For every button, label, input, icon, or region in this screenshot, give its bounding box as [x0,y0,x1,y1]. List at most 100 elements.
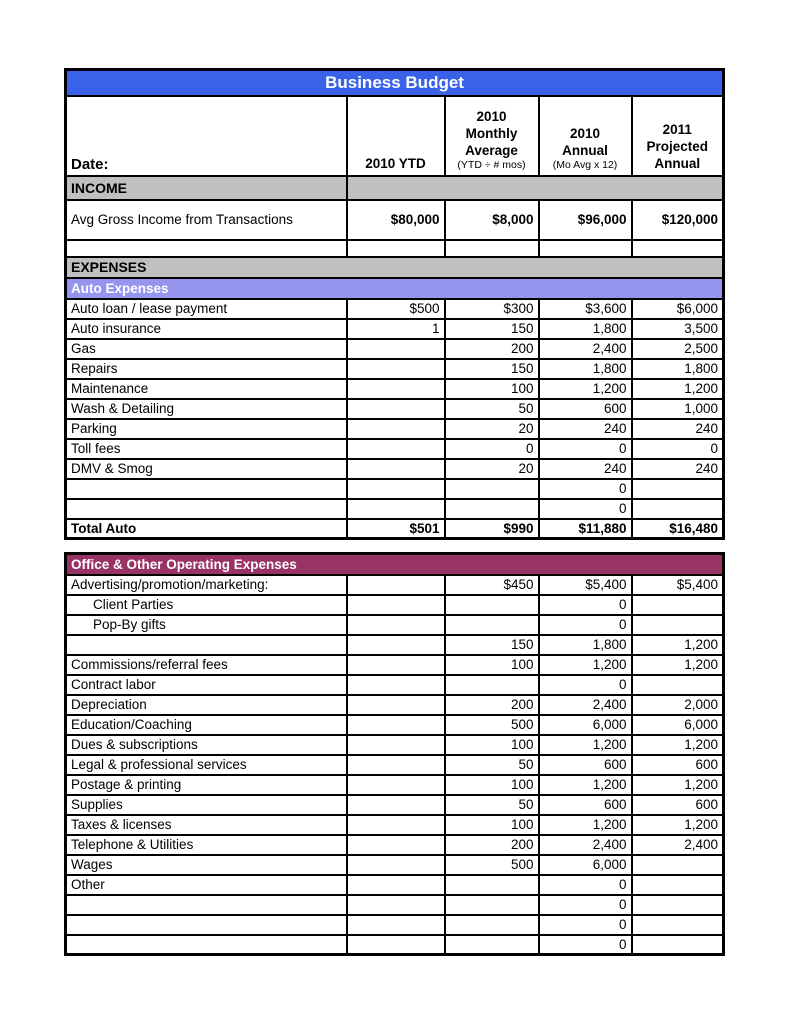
auto-expense-row-value: 150 [443,357,540,380]
office-expense-row-label: Commissions/referral fees [64,653,348,676]
office-expense-row-value: 1,200 [537,813,633,836]
auto-expense-row-label: Parking [64,417,348,440]
auto-expense-row-value: $16,480 [630,517,725,540]
auto-expense-row: Repairs 150 1,800 1,800 [64,357,725,380]
income-row-value: $96,000 [537,198,633,241]
office-expense-row-value: 2,400 [630,833,725,856]
auto-expense-row-value [345,477,446,500]
office-expense-row-value: 0 [537,593,633,616]
auto-expense-row: Toll fees 0 0 0 [64,437,725,460]
office-expense-row-value: 50 [443,753,540,776]
auto-expense-row-value [345,377,446,400]
office-expense-row-value [345,873,446,896]
auto-expense-row-value [345,437,446,460]
office-expense-row-value: 1,200 [630,733,725,756]
auto-expense-row-value: 1,200 [537,377,633,400]
auto-expense-row-value: 50 [443,397,540,420]
office-expense-row-label [64,893,348,916]
auto-expense-row: Total Auto $501 $990 $11,880 $16,480 [64,517,725,540]
income-row-value: $120,000 [630,198,725,241]
office-expense-row-label: Legal & professional services [64,753,348,776]
auto-expense-row-value: $500 [345,297,446,320]
income-row-label [64,238,348,258]
col-header-2011-projected: 2011 Projected Annual [630,94,725,177]
auto-expense-row-value [443,497,540,520]
office-expense-row-value [630,933,725,956]
office-expense-row-value [630,913,725,936]
office-expense-row-value [443,893,540,916]
date-label: Date: [64,94,348,177]
office-expense-row-value: 6,000 [537,853,633,876]
auto-expense-row-label [64,477,348,500]
column-header-row: Date: 2010 YTD 2010 Monthly Average (YTD… [64,94,725,177]
office-expense-row-label [64,933,348,956]
auto-expense-row: 0 [64,477,725,500]
auto-expense-row-value: 1,800 [630,357,725,380]
auto-expense-row-value: $3,600 [537,297,633,320]
auto-band-row: Auto Expenses [64,276,725,300]
office-expense-row-value [443,613,540,636]
office-expense-row-value: 1,200 [630,773,725,796]
office-expense-row-value: 100 [443,813,540,836]
office-expense-row-value: 0 [537,613,633,636]
office-expense-row-value: 150 [443,633,540,656]
office-expense-row: Pop-By gifts 0 [64,613,725,636]
auto-expense-row-value: 3,500 [630,317,725,340]
auto-expense-row: 0 [64,497,725,520]
office-expense-row: 0 [64,913,725,936]
auto-expense-row-value: 150 [443,317,540,340]
col-header-title: 2011 Projected Annual [646,121,709,171]
office-expense-row-value: 100 [443,773,540,796]
auto-expense-row-value: 240 [537,457,633,480]
office-expense-row-value [630,593,725,616]
office-expense-row-value: 1,200 [537,773,633,796]
budget-table-office: Office & Other Operating Expenses Advert… [64,552,725,956]
auto-expense-row-label: DMV & Smog [64,457,348,480]
col-header-subtitle: (Mo Avg x 12) [552,159,618,172]
budget-table-main: Business Budget Date: 2010 YTD 2010 Mont… [64,68,726,540]
income-row-value: $8,000 [443,198,540,241]
auto-expense-row-value: 0 [537,477,633,500]
office-expense-row: Postage & printing 100 1,200 1,200 [64,773,725,796]
office-expense-row-value [345,753,446,776]
office-expense-row-value: 6,000 [537,713,633,736]
office-expense-row-label: Telephone & Utilities [64,833,348,856]
auto-expense-row-value [630,477,725,500]
income-row-label: Avg Gross Income from Transactions [64,198,348,241]
auto-expense-row-label: Maintenance [64,377,348,400]
income-row-value: $80,000 [345,198,446,241]
office-expense-row-value [345,573,446,596]
office-expense-row-value: 1,200 [630,653,725,676]
office-expense-row-value [443,673,540,696]
office-expense-row-label: Dues & subscriptions [64,733,348,756]
section-band-auto-expenses: Auto Expenses [64,276,725,300]
col-header-2010-ytd: 2010 YTD [345,94,446,177]
office-expense-row-value [630,873,725,896]
office-expense-row-value: 600 [537,793,633,816]
income-row-value [537,238,633,258]
office-expense-row-value [630,613,725,636]
office-expense-row-value [345,793,446,816]
office-expense-row-value: 50 [443,793,540,816]
office-expense-row-value [630,893,725,916]
office-expense-row-value: 600 [630,793,725,816]
budget-sheet: Business Budget Date: 2010 YTD 2010 Mont… [64,68,726,956]
auto-expense-row-value [630,497,725,520]
office-expense-row-value: 1,200 [630,813,725,836]
auto-expense-row: Gas 200 2,400 2,500 [64,337,725,360]
auto-expense-row-value [345,357,446,380]
auto-expense-row-value: 2,500 [630,337,725,360]
office-expense-row-value: 100 [443,653,540,676]
office-expense-row-value: 1,200 [630,633,725,656]
office-expense-row-label: Client Parties [64,593,348,616]
col-header-subtitle: (YTD ÷ # mos) [457,159,526,172]
auto-expense-row-label: Auto loan / lease payment [64,297,348,320]
income-row-value [630,238,725,258]
office-expense-row: 0 [64,893,725,916]
office-expense-row-value: 100 [443,733,540,756]
office-expense-row-value [345,653,446,676]
col-header-title: 2010 Monthly Average [465,108,518,158]
auto-expense-row-value: 0 [443,437,540,460]
office-expense-row-value: $5,400 [630,573,725,596]
